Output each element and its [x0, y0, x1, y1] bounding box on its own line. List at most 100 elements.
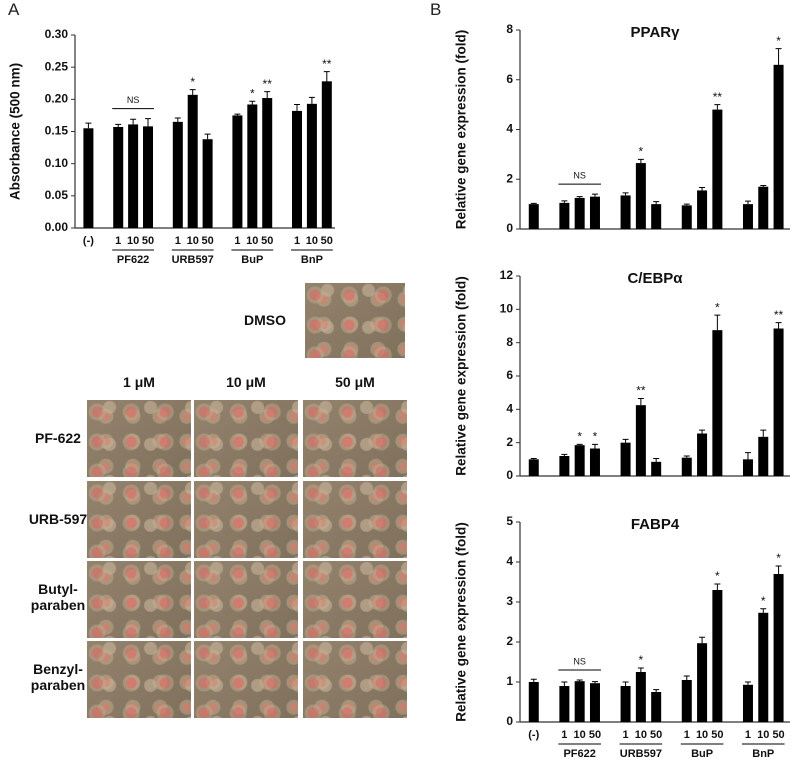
x-tick-label: 1 [294, 235, 300, 247]
bar [742, 204, 753, 229]
x-tick-label: 50 [589, 729, 601, 741]
x-tick-label: (-) [528, 729, 539, 741]
error-bar [622, 681, 629, 686]
error-bar [264, 91, 271, 99]
bar [742, 459, 753, 476]
bar [742, 684, 753, 722]
significance: ** [636, 384, 646, 398]
error-bar [637, 158, 644, 164]
y-tick-label: 2 [506, 435, 513, 449]
bar [681, 680, 692, 722]
x-tick-label: 10 [696, 729, 708, 741]
bar [574, 445, 585, 476]
error-bar [775, 48, 782, 65]
ns-label: NS [127, 95, 140, 105]
error-bar [576, 679, 583, 682]
y-tick-label: 2 [506, 634, 513, 648]
error-bar [714, 583, 721, 590]
error-bar [576, 443, 583, 446]
x-tick-label: (-) [83, 235, 94, 247]
y-axis-label: Relative gene expression (fold) [454, 30, 469, 230]
group-label: BuP [691, 748, 713, 760]
error-bar [683, 675, 690, 680]
x-tick-label: 1 [115, 235, 121, 247]
x-tick-label: 50 [201, 235, 213, 247]
y-tick-label: 0.20 [45, 92, 69, 106]
y-tick-label: 0 [506, 468, 513, 482]
error-bar [115, 123, 122, 127]
x-tick-label: 1 [175, 235, 181, 247]
bar [773, 64, 784, 229]
error-bar [622, 192, 629, 196]
significance: * [639, 145, 644, 159]
panel-label: B [430, 0, 442, 19]
bar [202, 139, 213, 228]
significance: ** [774, 308, 784, 322]
micrograph [87, 641, 191, 718]
x-tick-label: 10 [306, 235, 318, 247]
error-bar [174, 117, 181, 122]
group-label: BnP [752, 748, 774, 760]
y-tick-label: 2 [506, 171, 513, 185]
y-tick-label: 12 [500, 268, 514, 282]
error-bar [561, 453, 568, 456]
error-bar [637, 667, 644, 672]
bar [620, 686, 631, 722]
micrograph [303, 641, 407, 718]
significance: * [593, 430, 598, 444]
x-tick-label: 10 [187, 235, 199, 247]
significance: * [639, 653, 644, 667]
error-bar [249, 100, 256, 105]
y-tick-label: 5 [506, 514, 513, 528]
bar [589, 196, 600, 229]
y-tick-label: 6 [506, 72, 513, 86]
bar [187, 94, 198, 228]
micrograph [305, 283, 405, 358]
y-tick-label: 0.15 [45, 124, 69, 138]
column-label: 50 μM [335, 374, 375, 390]
significance: ** [263, 77, 273, 91]
y-tick-label: 4 [506, 402, 513, 416]
column-label: 1 μM [123, 374, 155, 390]
error-bar [683, 203, 690, 206]
bar [589, 683, 600, 722]
x-tick-label: 1 [234, 235, 240, 247]
significance: * [715, 569, 720, 583]
micrograph [87, 561, 191, 638]
panel-label: A [8, 0, 20, 19]
error-bar [294, 103, 301, 111]
error-bar [653, 689, 660, 692]
error-bar [308, 96, 315, 104]
micrograph [194, 561, 298, 638]
error-bar [204, 133, 211, 140]
group-label: BuP [241, 254, 263, 266]
ns-label: NS [573, 656, 586, 666]
group-label: URB597 [172, 254, 214, 266]
micrograph [303, 400, 407, 477]
error-bar [622, 438, 629, 443]
y-tick-label: 0 [506, 221, 513, 235]
bar [697, 433, 708, 476]
bar [321, 81, 332, 228]
y-tick-label: 6 [506, 368, 513, 382]
error-bar [530, 202, 537, 205]
error-bar [760, 184, 767, 187]
y-tick-label: 0.25 [45, 59, 69, 73]
error-bar [714, 314, 721, 331]
error-bar [561, 681, 568, 686]
error-bar [189, 89, 196, 95]
micrograph [87, 400, 191, 477]
bar [262, 98, 273, 229]
bar [758, 612, 769, 722]
error-bar [591, 443, 598, 449]
y-tick-label: 0.00 [45, 220, 69, 234]
x-tick-label: 10 [574, 729, 586, 741]
bar [620, 195, 631, 229]
micrograph [194, 400, 298, 477]
bar [113, 126, 124, 228]
error-bar [576, 196, 583, 198]
bar [635, 163, 646, 229]
error-bar [699, 429, 706, 434]
